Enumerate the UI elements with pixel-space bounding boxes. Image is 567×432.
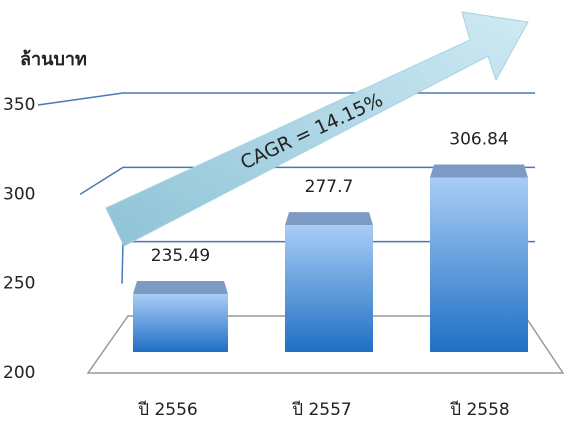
bar-top bbox=[430, 164, 528, 178]
y-axis-title: ล้านบาท bbox=[20, 49, 87, 70]
bars bbox=[133, 164, 528, 352]
bar-top bbox=[133, 281, 228, 295]
bar bbox=[430, 177, 528, 352]
bar-top bbox=[285, 212, 373, 226]
annotation: CAGR = 14.15% bbox=[237, 89, 386, 174]
x-tick-label: ปี 2558 bbox=[449, 400, 509, 420]
y-tick-label: 200 bbox=[3, 363, 35, 383]
y-tick-label: 350 bbox=[3, 95, 35, 115]
growth-arrow bbox=[105, 11, 529, 247]
value-label: 235.49 bbox=[151, 246, 210, 266]
y-tick-label: 250 bbox=[3, 274, 35, 294]
value-label: 306.84 bbox=[449, 129, 508, 149]
x-tick-label: ปี 2557 bbox=[291, 400, 351, 420]
x-tick-label: ปี 2556 bbox=[137, 400, 197, 420]
value-label: 277.7 bbox=[305, 177, 354, 197]
y-tick-label: 300 bbox=[3, 184, 35, 204]
bar bbox=[285, 225, 373, 352]
grid-line bbox=[37, 92, 535, 106]
bar bbox=[133, 294, 228, 352]
grid-line bbox=[79, 166, 535, 195]
